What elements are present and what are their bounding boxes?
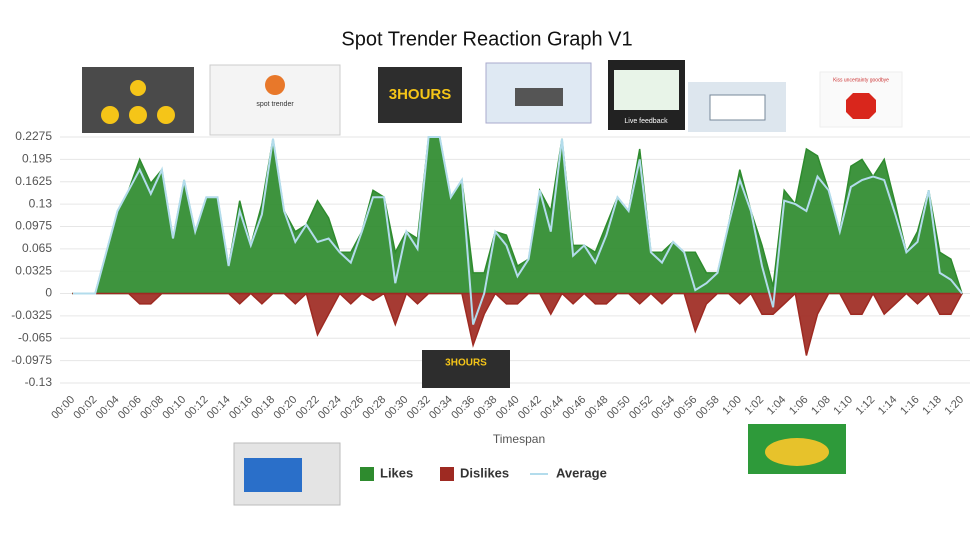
thumbnails: spot trender 3HOURS Live feedback Kiss u… <box>82 60 903 506</box>
y-tick-label: 0.2275 <box>15 129 52 143</box>
y-tick-label: 0.13 <box>29 196 53 210</box>
thumbnail-icon <box>846 93 876 119</box>
thumbnail-text: Live feedback <box>624 118 668 125</box>
x-axis-title: Timespan <box>493 432 545 446</box>
y-tick-label: -0.13 <box>25 375 53 389</box>
thumbnail <box>378 67 462 123</box>
thumbnail-icon <box>515 88 563 106</box>
thumbnail-icon <box>157 106 175 124</box>
thumbnail-icon <box>614 70 679 110</box>
legend-swatch <box>360 467 374 481</box>
thumbnail-icon <box>765 438 829 466</box>
y-tick-label: 0.0975 <box>15 219 52 233</box>
thumbnail-text: Kiss uncertainty goodbye <box>833 77 889 83</box>
thumbnail-icon <box>244 458 302 492</box>
thumbnail-icon <box>265 75 285 95</box>
thumbnail-icon <box>129 106 147 124</box>
y-tick-label: 0.065 <box>22 241 52 255</box>
y-tick-label: 0 <box>45 286 52 300</box>
thumbnail-icon <box>709 94 766 121</box>
legend-label: Dislikes <box>460 465 509 480</box>
thumbnail <box>422 350 510 388</box>
thumbnail-text: 3HOURS <box>389 86 452 103</box>
legend-label: Likes <box>380 465 413 480</box>
legend-label: Average <box>556 465 607 480</box>
y-tick-label: 0.195 <box>22 152 52 166</box>
y-tick-label: 0.0325 <box>15 263 52 277</box>
y-tick-label: 0.1625 <box>15 174 52 188</box>
chart-title: Spot Trender Reaction Graph V1 <box>341 28 632 50</box>
area <box>72 291 963 356</box>
thumbnail-text: spot trender <box>256 101 294 108</box>
thumbnail-icon <box>130 80 146 96</box>
y-tick-label: -0.0975 <box>11 353 52 367</box>
thumbnail-text: 3HOURS <box>445 358 487 369</box>
legend-swatch <box>440 467 454 481</box>
y-tick-label: -0.0325 <box>11 308 52 322</box>
y-tick-label: -0.065 <box>18 330 52 344</box>
line <box>73 136 963 325</box>
thumbnail-icon <box>101 106 119 124</box>
